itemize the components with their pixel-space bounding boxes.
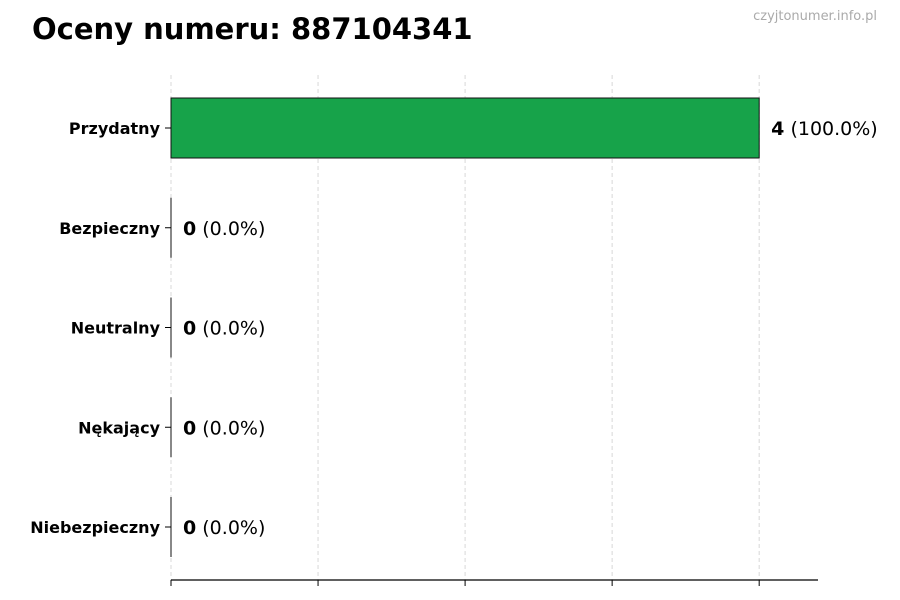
data-label-percent: (100.0%): [784, 118, 877, 140]
chart-title: Oceny numeru: 887104341: [32, 12, 473, 46]
category-label: Nękający: [78, 418, 160, 437]
watermark: czyjtonumer.info.pl: [753, 9, 877, 24]
bar: [170, 97, 760, 159]
data-label-percent: (0.0%): [196, 417, 265, 439]
category-label: Niebezpieczny: [30, 518, 160, 537]
data-label-percent: (0.0%): [196, 318, 265, 340]
data-label: 0 (0.0%): [183, 218, 265, 240]
data-label-count: 0: [183, 318, 196, 340]
category-label: Przydatny: [69, 119, 161, 138]
category-label: Neutralny: [71, 319, 161, 338]
data-label-count: 0: [183, 517, 196, 539]
data-label-percent: (0.0%): [196, 218, 265, 240]
data-label-count: 0: [183, 417, 196, 439]
data-label-count: 0: [183, 218, 196, 240]
data-label-percent: (0.0%): [196, 517, 265, 539]
data-label: 0 (0.0%): [183, 517, 265, 539]
data-label: 0 (0.0%): [183, 318, 265, 340]
data-label-count: 4: [771, 118, 784, 140]
data-label: 0 (0.0%): [183, 417, 265, 439]
data-label: 4 (100.0%): [771, 118, 878, 140]
category-label: Bezpieczny: [59, 219, 160, 238]
